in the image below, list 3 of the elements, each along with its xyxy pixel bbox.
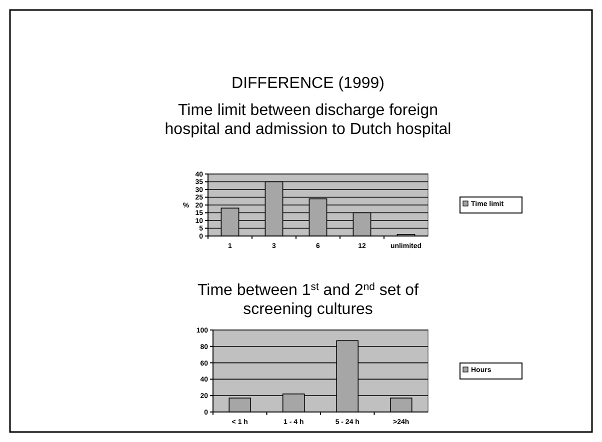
chart-title: Time between 1$^{st}$ and 2$^{nd}$ set of screening cultures (197, 282, 419, 318)
text: Time limit between discharge foreign hospital and admission to Dutch hospital (164, 102, 452, 138)
chart-title: DIFFERENCE (1999) (232, 75, 384, 92)
